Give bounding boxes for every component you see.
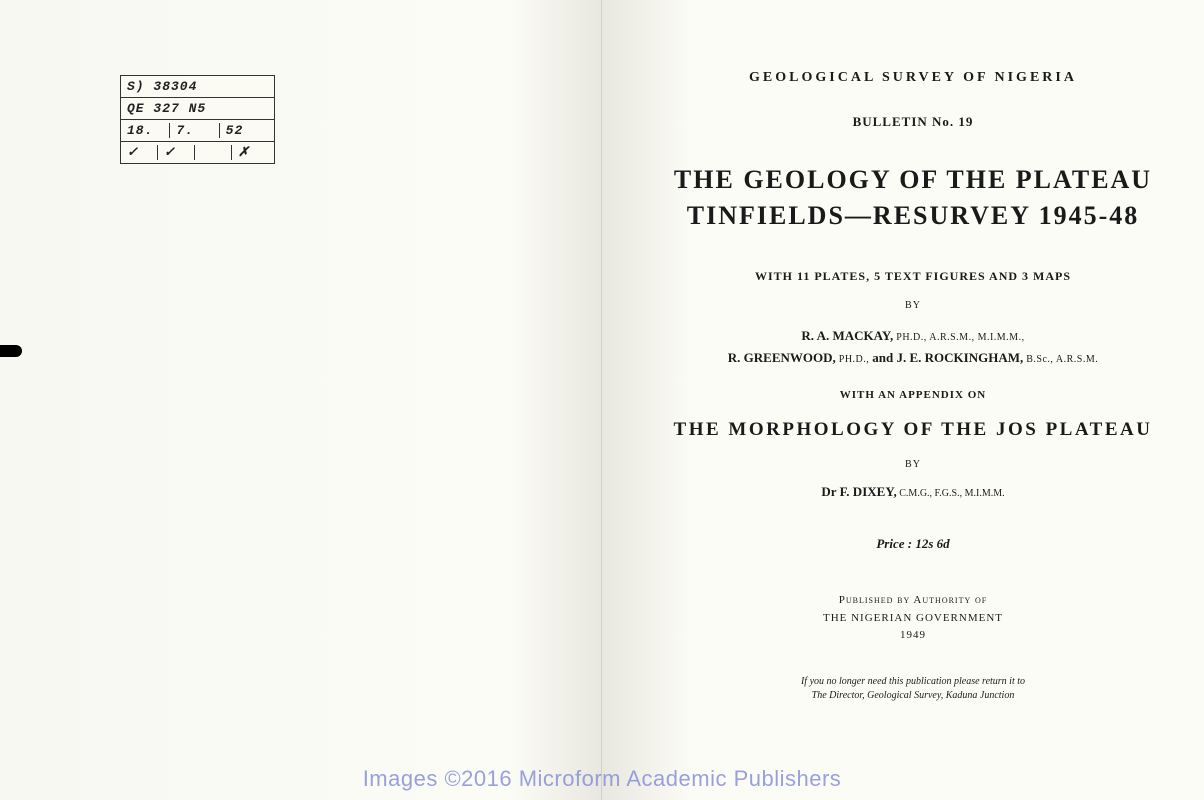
appendix-author-name: Dr F. DIXEY, <box>821 484 896 499</box>
appendix-author-creds: C.M.G., F.G.S., M.I.M.M. <box>897 488 1005 499</box>
by-word: BY <box>672 300 1154 311</box>
title-line-2: TINFIELDS—RESURVEY 1945-48 <box>672 198 1154 234</box>
right-page-title: GEOLOGICAL SURVEY OF NIGERIA BULLETIN No… <box>602 0 1204 800</box>
main-title: THE GEOLOGY OF THE PLATEAU TINFIELDS—RES… <box>672 162 1154 235</box>
stamp-row-1: S) 38304 <box>121 76 274 98</box>
stamp-check-4: ✗ <box>231 145 268 160</box>
publisher-block: Published by Authority of THE NIGERIAN G… <box>672 592 1154 645</box>
left-page: S) 38304 QE 327 N5 18. 7. 52 ✓ ✓ ✗ <box>0 0 602 800</box>
book-spread: S) 38304 QE 327 N5 18. 7. 52 ✓ ✓ ✗ GEOLO… <box>0 0 1204 800</box>
stamp-row-3: 18. 7. 52 <box>121 120 274 142</box>
authors-block: R. A. MACKAY, PH.D., A.R.S.M., M.I.M.M.,… <box>672 325 1154 369</box>
stamp-check-3 <box>194 145 231 160</box>
publisher-line-2: THE NIGERIAN GOVERNMENT <box>672 610 1154 628</box>
appendix-title: THE MORPHOLOGY OF THE JOS PLATEAU <box>672 419 1154 441</box>
plates-line: WITH 11 PLATES, 5 TEXT FIGURES AND 3 MAP… <box>672 269 1154 284</box>
author-line-2: R. GREENWOOD, PH.D., and J. E. ROCKINGHA… <box>672 347 1154 369</box>
library-stamp: S) 38304 QE 327 N5 18. 7. 52 ✓ ✓ ✗ <box>120 75 275 164</box>
author-3-name: J. E. ROCKINGHAM, <box>897 350 1024 365</box>
survey-header: GEOLOGICAL SURVEY OF NIGERIA <box>672 70 1154 86</box>
author-line-1: R. A. MACKAY, PH.D., A.R.S.M., M.I.M.M., <box>672 325 1154 347</box>
author-3-creds: B.Sc., A.R.S.M. <box>1023 354 1098 365</box>
return-note: If you no longer need this publication p… <box>672 675 1154 703</box>
author-1-creds: PH.D., A.R.S.M., M.I.M.M., <box>893 332 1024 343</box>
publisher-line-1: Published by Authority of <box>672 592 1154 610</box>
watermark: Images ©2016 Microform Academic Publishe… <box>363 766 842 792</box>
publisher-year: 1949 <box>672 627 1154 645</box>
title-line-1: THE GEOLOGY OF THE PLATEAU <box>672 162 1154 198</box>
author-2-creds: PH.D., <box>836 354 873 365</box>
appendix-on: WITH AN APPENDIX ON <box>672 389 1154 401</box>
author-2-name: R. GREENWOOD, <box>728 350 836 365</box>
stamp-row-4: ✓ ✓ ✗ <box>121 142 274 163</box>
stamp-check-1: ✓ <box>127 145 157 160</box>
stamp-row-2: QE 327 N5 <box>121 98 274 120</box>
bulletin-number: BULLETIN No. 19 <box>672 114 1154 130</box>
stamp-accession: S) 38304 <box>127 79 268 94</box>
binding-clip <box>0 345 22 357</box>
stamp-date-day: 18. <box>127 123 169 138</box>
appendix-author: Dr F. DIXEY, C.M.G., F.G.S., M.I.M.M. <box>672 484 1154 500</box>
return-note-line-2: The Director, Geological Survey, Kaduna … <box>672 689 1154 703</box>
author-and: and <box>872 350 896 365</box>
stamp-check-2: ✓ <box>157 145 194 160</box>
author-1-name: R. A. MACKAY, <box>801 328 893 343</box>
return-note-line-1: If you no longer need this publication p… <box>672 675 1154 689</box>
stamp-date-year: 52 <box>219 123 268 138</box>
price: Price : 12s 6d <box>672 536 1154 552</box>
appendix-by: BY <box>672 459 1154 470</box>
stamp-date-month: 7. <box>169 123 218 138</box>
stamp-classification: QE 327 N5 <box>127 101 268 116</box>
